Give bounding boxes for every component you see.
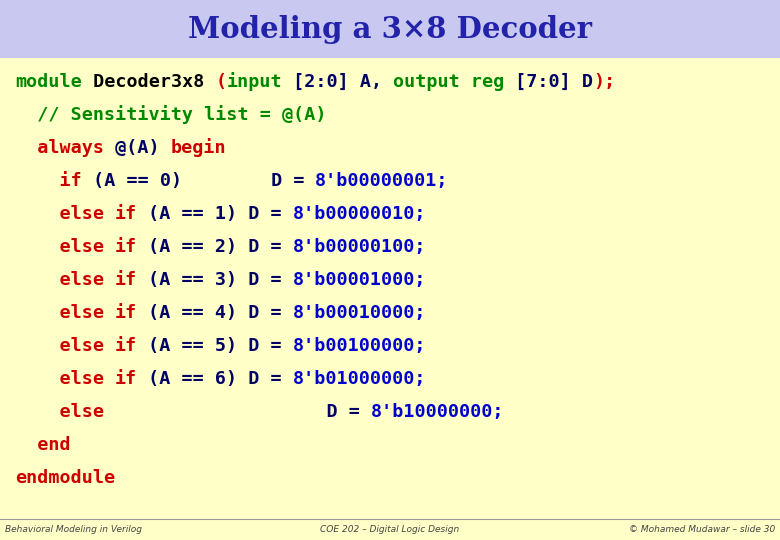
- Text: 8'b10000000;: 8'b10000000;: [371, 403, 505, 421]
- Text: (A == 1) D =: (A == 1) D =: [137, 205, 293, 223]
- Text: 8'b00100000;: 8'b00100000;: [293, 337, 427, 355]
- Text: else: else: [15, 370, 115, 388]
- Text: input: input: [226, 72, 282, 91]
- Text: [2:0] A,: [2:0] A,: [282, 73, 393, 91]
- Text: 8'b00000001;: 8'b00000001;: [315, 172, 448, 190]
- Bar: [0, 0, 780, 58]
- Text: Modeling a 3×8 Decoder: Modeling a 3×8 Decoder: [188, 15, 592, 44]
- Text: else: else: [15, 271, 115, 289]
- Text: else: else: [15, 337, 115, 355]
- Text: else: else: [15, 205, 115, 223]
- Text: begin: begin: [171, 138, 226, 158]
- Text: (A == 3) D =: (A == 3) D =: [137, 271, 293, 289]
- Text: if: if: [15, 172, 82, 190]
- Text: (A == 0)        D =: (A == 0) D =: [82, 172, 315, 190]
- Text: if: if: [115, 337, 137, 355]
- Text: 8'b01000000;: 8'b01000000;: [293, 370, 427, 388]
- Text: Decoder3x8: Decoder3x8: [82, 73, 215, 91]
- Text: if: if: [115, 238, 137, 256]
- Text: (A == 5) D =: (A == 5) D =: [137, 337, 293, 355]
- Text: Behavioral Modeling in Verilog: Behavioral Modeling in Verilog: [5, 525, 142, 535]
- Text: output reg: output reg: [393, 73, 505, 91]
- Text: 8'b00000010;: 8'b00000010;: [293, 205, 427, 223]
- Text: (: (: [215, 73, 226, 91]
- Text: endmodule: endmodule: [15, 469, 115, 487]
- Text: if: if: [115, 271, 137, 289]
- Text: (A == 4) D =: (A == 4) D =: [137, 304, 293, 322]
- Text: if: if: [115, 205, 137, 223]
- Text: if: if: [115, 370, 137, 388]
- Text: always: always: [15, 139, 104, 157]
- Text: module: module: [15, 73, 82, 91]
- Text: COE 202 – Digital Logic Design: COE 202 – Digital Logic Design: [321, 525, 459, 535]
- Text: © Mohamed Mudawar – slide 30: © Mohamed Mudawar – slide 30: [629, 525, 775, 535]
- Text: );: );: [594, 73, 615, 91]
- Text: D =: D =: [104, 403, 371, 421]
- Text: if: if: [115, 304, 137, 322]
- Text: (A == 6) D =: (A == 6) D =: [137, 370, 293, 388]
- Text: else: else: [15, 304, 115, 322]
- Text: 8'b00010000;: 8'b00010000;: [293, 304, 427, 322]
- Text: end: end: [15, 436, 71, 454]
- Text: // Sensitivity list = @(A): // Sensitivity list = @(A): [15, 105, 327, 125]
- Text: (A == 2) D =: (A == 2) D =: [137, 238, 293, 256]
- Text: @(A): @(A): [104, 139, 171, 157]
- Text: else: else: [15, 238, 115, 256]
- Text: 8'b00000100;: 8'b00000100;: [293, 238, 427, 256]
- Text: [7:0] D: [7:0] D: [505, 73, 594, 91]
- Text: else: else: [15, 403, 104, 421]
- Text: 8'b00001000;: 8'b00001000;: [293, 271, 427, 289]
